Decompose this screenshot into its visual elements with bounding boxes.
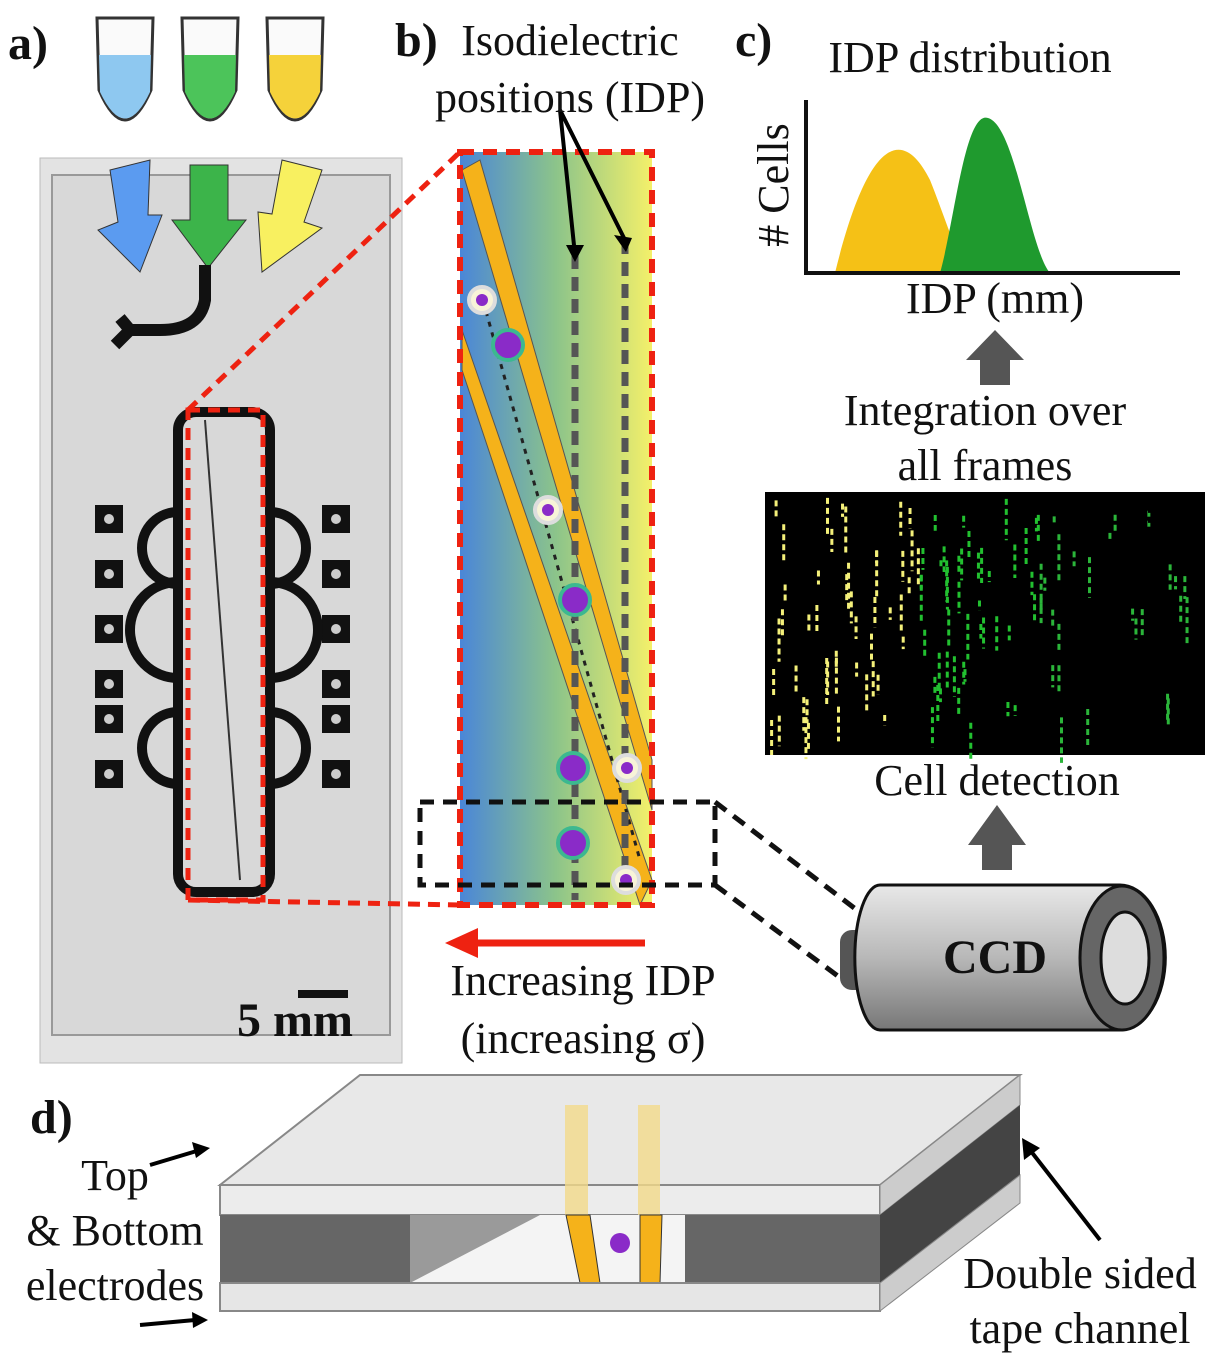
idp-title: Isodielectric bbox=[461, 16, 678, 65]
zoom-line bbox=[187, 897, 461, 908]
electrode-label: & Bottom bbox=[26, 1206, 203, 1255]
pad-hole bbox=[104, 569, 114, 579]
pad-hole bbox=[331, 514, 341, 524]
tubes bbox=[95, 16, 325, 122]
pad-hole bbox=[104, 624, 114, 634]
pad-hole bbox=[331, 569, 341, 579]
pointer bbox=[149, 1148, 201, 1167]
tube-liquid bbox=[269, 55, 321, 119]
cell-core bbox=[476, 294, 488, 306]
electrode-arc bbox=[137, 707, 179, 789]
tube-liquid bbox=[184, 55, 236, 119]
arrowhead bbox=[1022, 1138, 1040, 1160]
electrode bbox=[638, 1105, 660, 1215]
step-text: Integration over bbox=[844, 386, 1127, 435]
electrodes bbox=[95, 505, 350, 789]
ccd-bore bbox=[1099, 910, 1151, 1006]
channel-floor bbox=[410, 1215, 685, 1283]
ccd-label: CCD bbox=[943, 931, 1047, 984]
tape-label: tape channel bbox=[969, 1304, 1190, 1353]
arrowhead bbox=[192, 1142, 210, 1158]
idp-direction: Increasing IDP bbox=[450, 956, 715, 1005]
pad-hole bbox=[331, 769, 341, 779]
panel-label: d) bbox=[30, 1091, 73, 1144]
cell-core bbox=[621, 762, 633, 774]
idp-direction: (increasing σ) bbox=[461, 1014, 706, 1063]
top-layer-edge bbox=[219, 1184, 881, 1216]
view-line bbox=[713, 882, 852, 988]
dist-title: IDP distribution bbox=[828, 33, 1111, 82]
panel-label: c) bbox=[735, 14, 772, 67]
up-arrow bbox=[968, 805, 1026, 870]
y-axis-label: # Cells bbox=[749, 123, 798, 246]
chip-slide bbox=[51, 174, 391, 1036]
view-line bbox=[713, 800, 872, 922]
zoom-line bbox=[186, 150, 462, 412]
pad-hole bbox=[104, 714, 114, 724]
tape bbox=[220, 1215, 410, 1283]
step-text: all frames bbox=[898, 441, 1073, 490]
step-text: Cell detection bbox=[874, 756, 1120, 805]
pad-hole bbox=[331, 714, 341, 724]
tape bbox=[685, 1215, 880, 1283]
electrode-label: Top bbox=[81, 1151, 149, 1200]
yellow-peak bbox=[835, 149, 975, 273]
cell bbox=[491, 328, 525, 362]
idp-title: positions (IDP) bbox=[435, 73, 705, 122]
cell bbox=[558, 583, 592, 617]
zoom-box bbox=[185, 407, 266, 903]
electrode-label: electrodes bbox=[26, 1261, 204, 1310]
scale-label: 5 mm bbox=[237, 994, 353, 1047]
green-peak bbox=[940, 117, 1050, 273]
arrowhead bbox=[192, 1312, 208, 1328]
top-layer bbox=[217, 1074, 1023, 1186]
panel-label: a) bbox=[8, 17, 48, 70]
arrow-blue bbox=[97, 159, 163, 273]
electrode-arc bbox=[269, 577, 323, 683]
tape-side bbox=[880, 1105, 1020, 1283]
bottom-layer bbox=[219, 1282, 881, 1312]
pointer bbox=[1028, 1148, 1102, 1242]
panel-label: b) bbox=[395, 14, 438, 67]
cells bbox=[467, 285, 642, 895]
x-axis-label: IDP (mm) bbox=[906, 274, 1084, 323]
pad-hole bbox=[331, 624, 341, 634]
electrode bbox=[639, 1214, 663, 1284]
tube-liquid bbox=[99, 55, 151, 119]
scale-bar bbox=[298, 990, 348, 998]
red-arrowhead bbox=[445, 928, 478, 958]
up-arrow bbox=[966, 330, 1024, 385]
detect-box bbox=[417, 799, 718, 888]
pointer bbox=[139, 1318, 196, 1327]
tape-label: Double sided bbox=[963, 1249, 1196, 1298]
pad-hole bbox=[104, 769, 114, 779]
cell-core bbox=[542, 504, 554, 516]
electrode bbox=[565, 1105, 588, 1215]
channel-diagonal bbox=[204, 419, 241, 881]
electrode-arc bbox=[125, 577, 179, 683]
pointer-arrows bbox=[558, 109, 627, 256]
arrowhead bbox=[614, 235, 632, 252]
electrode-arc bbox=[269, 707, 311, 789]
pad-hole bbox=[104, 514, 114, 524]
pad-hole bbox=[331, 679, 341, 689]
cell bbox=[556, 751, 590, 785]
cell bbox=[556, 826, 590, 860]
zoom-frame bbox=[457, 149, 655, 908]
axes bbox=[804, 100, 1180, 275]
arrowhead bbox=[566, 245, 584, 262]
inlet-trace bbox=[110, 265, 211, 350]
channel-outline bbox=[173, 407, 275, 897]
bottom-layer-side bbox=[879, 1173, 1021, 1313]
pad-hole bbox=[104, 679, 114, 689]
arrow-yellow bbox=[257, 159, 324, 273]
cell bbox=[610, 1233, 630, 1253]
arrow-green bbox=[171, 164, 248, 269]
streaks bbox=[770, 496, 1190, 763]
